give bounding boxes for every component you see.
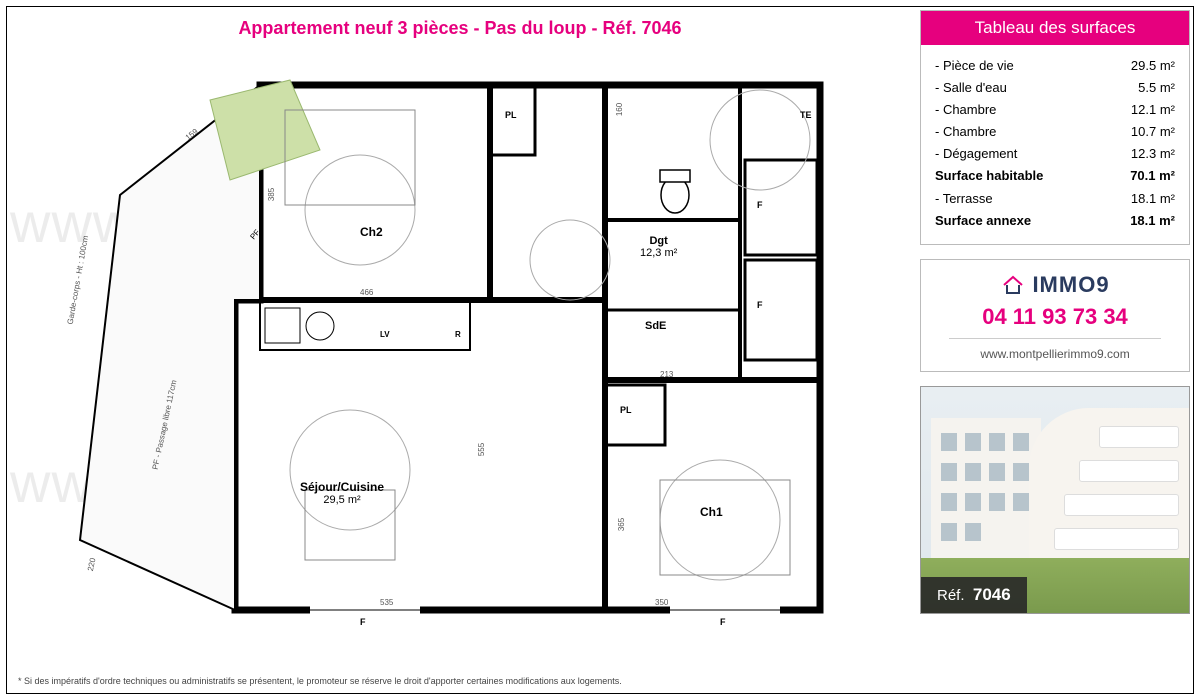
label-f: F: [757, 200, 763, 210]
surface-row: - Pièce de vie29.5 m²: [935, 55, 1175, 77]
dim: 555: [477, 443, 486, 456]
label-te: TE: [800, 110, 812, 120]
surfaces-table: Tableau des surfaces - Pièce de vie29.5 …: [920, 10, 1190, 245]
label-dgt: Dgt 12,3 m²: [640, 235, 677, 259]
ref-number: 7046: [973, 585, 1011, 604]
surfaces-header: Tableau des surfaces: [921, 11, 1189, 45]
dim: 213: [660, 370, 673, 379]
divider: [949, 338, 1161, 339]
phone-number: 04 11 93 73 34: [929, 304, 1181, 330]
ref-badge: Réf. 7046: [921, 577, 1027, 613]
label-ch1: Ch1: [700, 505, 723, 519]
floorplan-svg: [60, 50, 880, 630]
brand-logo: IMMO9: [929, 272, 1181, 298]
surface-row: - Chambre12.1 m²: [935, 99, 1175, 121]
website-url: www.montpellierimmo9.com: [929, 347, 1181, 361]
right-column: Tableau des surfaces - Pièce de vie29.5 …: [920, 10, 1190, 614]
dim: 365: [617, 518, 626, 531]
surface-row: - Chambre10.7 m²: [935, 121, 1175, 143]
listing-title: Appartement neuf 3 pièces - Pas du loup …: [0, 18, 920, 39]
building-photo: Réf. 7046: [920, 386, 1190, 614]
label-r: R: [455, 330, 461, 339]
floorplan: Séjour/Cuisine 29,5 m² Ch2 Ch1 Dgt 12,3 …: [60, 50, 880, 630]
dim: 535: [380, 598, 393, 607]
label-ch2: Ch2: [360, 225, 383, 239]
surface-row: - Salle d'eau5.5 m²: [935, 77, 1175, 99]
dim: 350: [655, 598, 668, 607]
dim: 466: [360, 288, 373, 297]
surface-row: Surface habitable70.1 m²: [935, 165, 1175, 187]
surface-row: Surface annexe18.1 m²: [935, 210, 1175, 232]
brand-name: IMMO9: [1032, 272, 1109, 298]
contact-card: IMMO9 04 11 93 73 34 www.montpellierimmo…: [920, 259, 1190, 372]
surface-row: - Terrasse18.1 m²: [935, 188, 1175, 210]
label-f: F: [757, 300, 763, 310]
label-pl: PL: [505, 110, 517, 120]
surface-row: - Dégagement12.3 m²: [935, 143, 1175, 165]
ref-prefix: Réf.: [937, 587, 965, 604]
label-sejour: Séjour/Cuisine 29,5 m²: [300, 480, 384, 506]
label-lv: LV: [380, 330, 390, 339]
label-f: F: [360, 617, 366, 627]
label-f: F: [720, 617, 726, 627]
house-icon: [1000, 273, 1026, 297]
dim: 385: [267, 188, 276, 201]
label-pl: PL: [620, 405, 632, 415]
label-sde: SdE: [645, 320, 666, 332]
disclaimer-text: * Si des impératifs d'ordre techniques o…: [18, 676, 622, 686]
dim: 160: [615, 103, 624, 116]
